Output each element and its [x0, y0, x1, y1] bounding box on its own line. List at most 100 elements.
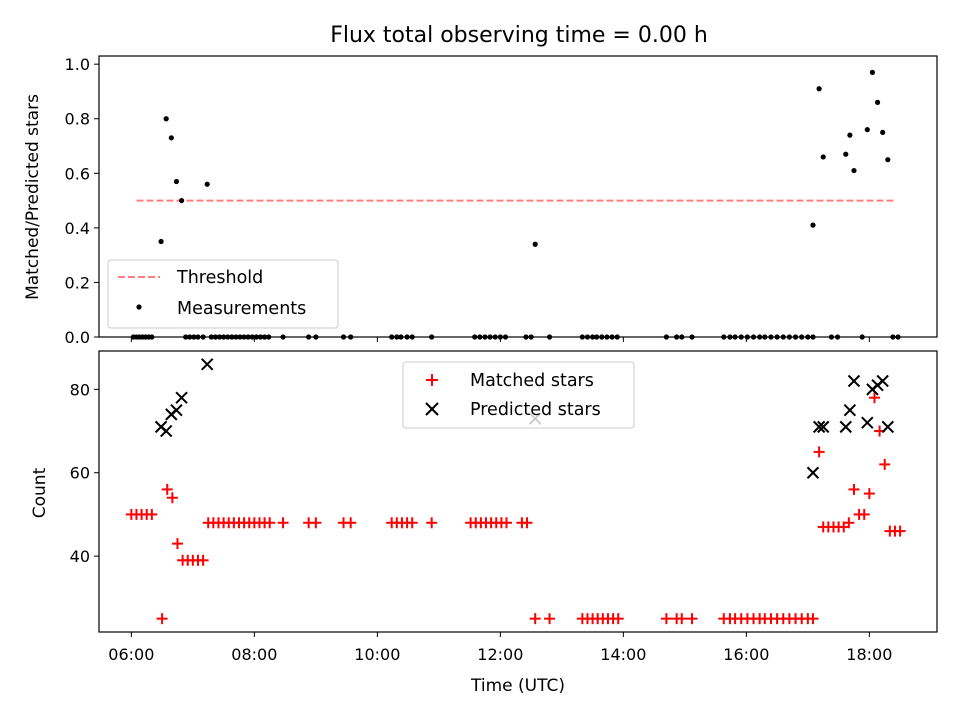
bottom-xlabel: Time (UTC) — [470, 676, 565, 696]
predicted-star-point — [861, 416, 874, 429]
measurement-point — [532, 241, 538, 247]
matched-star-point — [197, 554, 209, 566]
matched-star-point — [676, 613, 688, 625]
measurement-point — [178, 197, 185, 204]
measurement-point — [158, 238, 164, 245]
measurement-point — [204, 181, 210, 187]
matched-star-point — [813, 446, 825, 458]
matched-star-point — [146, 508, 158, 520]
matched-star-point — [166, 492, 178, 504]
predicted-marker-b — [881, 420, 895, 434]
measurement-point — [874, 99, 881, 105]
legend-predicted-swatch — [425, 402, 439, 416]
predicted-marker-b — [843, 403, 857, 417]
predicted-star-point — [881, 420, 895, 434]
matched-star-point — [612, 613, 624, 625]
legend-predicted-label: Predicted stars — [470, 400, 601, 420]
bottom-ylabel: Count — [30, 467, 50, 518]
predicted-marker-b — [817, 420, 830, 434]
bottom-ticks: 40 60 80 06:00 08:00 10:00 12:00 14:00 16:00 18:0… — [70, 380, 893, 664]
matched-star-point — [345, 517, 357, 529]
legend-matched-swatch — [426, 374, 438, 386]
matched-star-point — [156, 613, 168, 625]
bottom-panel: 40 60 80 06:00 08:00 10:00 12:00 14:00 16:00 18:0… — [30, 350, 938, 696]
bottom-xtick-label: 06:00 — [108, 645, 154, 664]
matched-star-point — [858, 508, 870, 520]
matched-star-point — [406, 517, 418, 529]
matched-star-point — [426, 517, 438, 529]
legend-matched-label: Matched stars — [470, 371, 594, 391]
predicted-star-point — [817, 420, 830, 434]
predicted-marker-b — [812, 420, 826, 434]
matched-star-point — [843, 517, 855, 529]
measurement-point — [847, 132, 853, 138]
legend-measurements-label: Measurements — [177, 299, 306, 319]
measurement-point — [880, 129, 886, 135]
matched-star-point — [500, 517, 512, 529]
predicted-marker-b — [876, 374, 889, 388]
top-ytick-label: 0.6 — [65, 164, 90, 183]
predicted-marker-b — [861, 416, 874, 429]
matched-star-point — [310, 517, 322, 529]
measurement-point — [810, 222, 816, 228]
measurement-point — [885, 157, 891, 163]
bottom-xtick-label: 10:00 — [354, 645, 400, 664]
bottom-ytick-label: 80 — [70, 380, 90, 399]
top-ticks: 0.0 0.2 0.4 0.6 0.8 1.0 — [65, 55, 870, 347]
top-legend-box — [107, 259, 339, 329]
matched-star-point — [807, 613, 819, 625]
bottom-xtick-label: 16:00 — [723, 645, 769, 664]
matched-star-point — [894, 525, 906, 537]
measurement-point — [163, 116, 169, 122]
measurement-point — [843, 151, 849, 157]
top-axes-frame — [98, 55, 938, 338]
measurement-point — [869, 69, 876, 75]
predicted-star-point — [159, 424, 173, 438]
chart-title: Flux total observing time = 0.00 h — [330, 23, 708, 48]
predicted-marker-b — [806, 466, 820, 479]
predicted-star-point — [200, 358, 214, 371]
predicted-marker-b — [170, 403, 183, 417]
matched-star-point — [686, 613, 698, 625]
predicted-marker-b — [159, 424, 173, 438]
predicted-star-point — [843, 403, 857, 417]
matched-star-point — [161, 483, 173, 495]
matched-star-point — [660, 613, 672, 625]
top-ylabel: Matched/Predicted stars — [23, 94, 43, 300]
matched-star-point — [863, 488, 875, 500]
matched-star-point — [529, 613, 541, 625]
bottom-xtick-label: 08:00 — [231, 645, 277, 664]
bottom-ytick-label: 60 — [70, 464, 90, 483]
measurement-point — [864, 127, 870, 133]
predicted-star-point — [839, 420, 852, 434]
predicted-star-point — [876, 374, 889, 388]
matched-star-point — [544, 613, 556, 625]
top-legend: Threshold Measurements — [107, 259, 339, 329]
bottom-legend: Matched stars Predicted stars — [402, 361, 635, 429]
predicted-star-point — [170, 403, 183, 417]
top-ytick-label: 0.0 — [65, 328, 90, 347]
predicted-star-point — [847, 374, 861, 388]
top-ytick-label: 0.8 — [65, 110, 90, 129]
legend-threshold-label: Threshold — [176, 268, 263, 288]
matched-star-point — [879, 458, 891, 470]
top-ytick-label: 1.0 — [65, 55, 90, 74]
bottom-plot-area — [125, 358, 906, 625]
bottom-legend-box — [402, 361, 635, 429]
top-panel: 0.0 0.2 0.4 0.6 0.8 1.0 Matched/Predicted sta… — [23, 55, 938, 347]
matched-star-point — [171, 538, 183, 550]
matched-star-point — [264, 517, 276, 529]
top-ytick-label: 0.4 — [65, 219, 90, 238]
measurement-point — [173, 178, 180, 185]
predicted-marker-b — [200, 358, 214, 371]
matched-star-point — [848, 483, 860, 495]
predicted-marker-b — [847, 374, 861, 388]
predicted-star-point — [806, 466, 820, 479]
legend-measurements-swatch — [136, 304, 142, 310]
measurement-point — [816, 86, 822, 92]
measurement-point — [851, 167, 857, 174]
bottom-ytick-label: 40 — [70, 547, 90, 566]
predicted-marker-b — [839, 420, 852, 434]
